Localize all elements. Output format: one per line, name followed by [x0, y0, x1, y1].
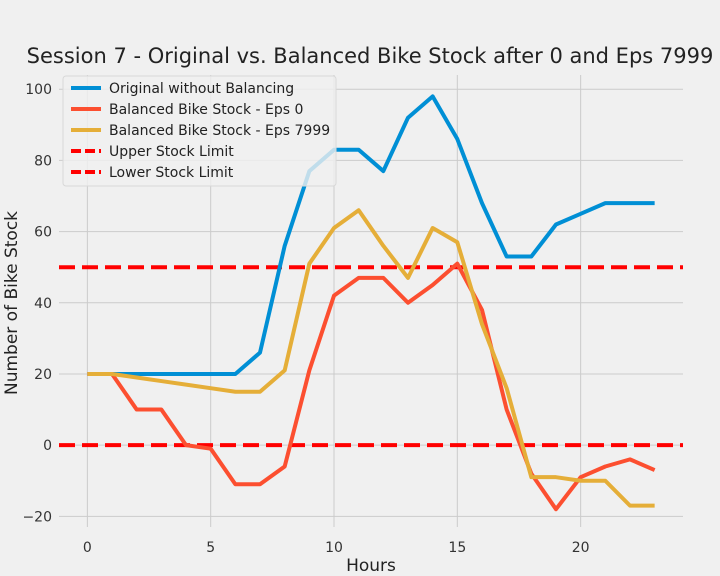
x-tick-label: 10 — [325, 540, 343, 556]
x-tick-label: 20 — [572, 540, 590, 556]
series-lines — [59, 94, 683, 512]
y-tick-label: −20 — [22, 509, 52, 525]
x-tick-label: 15 — [448, 540, 466, 556]
series-line-1 — [87, 261, 656, 512]
legend-entry: Balanced Bike Stock - Eps 7999 — [109, 123, 330, 139]
x-axis-label: Hours — [346, 556, 396, 576]
y-tick-label: 20 — [34, 367, 52, 383]
x-tick-label: 5 — [206, 540, 215, 556]
y-axis-label: Number of Bike Stock — [2, 211, 22, 395]
legend-box — [62, 75, 337, 187]
x-tick-label: 0 — [83, 540, 92, 556]
y-tick-label: 0 — [43, 438, 52, 454]
legend-entry: Original without Balancing — [109, 81, 294, 97]
y-tick-label: 100 — [25, 82, 52, 98]
tick-labels: 0 5 10 15 20 −20 0 20 40 60 80 100 — [22, 82, 589, 556]
legend: Original without Balancing Balanced Bike … — [62, 75, 337, 187]
chart-title: Session 7 - Original vs. Balanced Bike S… — [27, 44, 714, 68]
y-tick-label: 60 — [34, 225, 52, 241]
legend-entry: Upper Stock Limit — [109, 144, 234, 160]
y-tick-label: 40 — [34, 296, 52, 312]
legend-entry: Balanced Bike Stock - Eps 0 — [109, 102, 303, 118]
y-tick-label: 80 — [34, 153, 52, 169]
series-line-2 — [87, 208, 655, 508]
series-line-0 — [87, 94, 655, 376]
legend-entry: Lower Stock Limit — [109, 165, 234, 181]
